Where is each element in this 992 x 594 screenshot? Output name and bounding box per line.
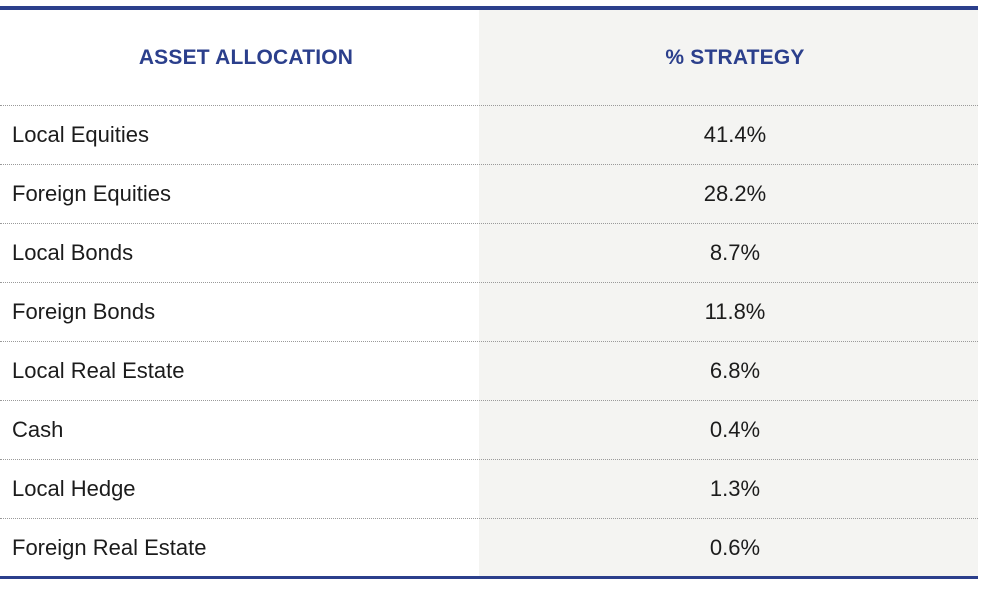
strategy-cell: 41.4%	[703, 122, 767, 147]
asset-cell: Local Equities	[12, 122, 149, 147]
asset-allocation-header: ASSET ALLOCATION	[138, 45, 354, 69]
asset-cell: Local Hedge	[12, 476, 136, 501]
strategy-cell: 0.4%	[709, 417, 761, 442]
strategy-cell: 8.7%	[709, 240, 761, 265]
table-top-rule	[0, 6, 978, 10]
table-row: Local Bonds 8.7%	[0, 223, 978, 282]
asset-cell: Foreign Equities	[12, 181, 171, 206]
table-row: Foreign Bonds 11.8%	[0, 282, 978, 341]
strategy-cell: 28.2%	[703, 181, 767, 206]
table-row: Local Hedge 1.3%	[0, 459, 978, 518]
strategy-column-background	[479, 10, 978, 576]
asset-cell: Local Real Estate	[12, 358, 185, 383]
asset-cell: Foreign Bonds	[12, 299, 156, 324]
table-bottom-rule	[0, 576, 978, 579]
strategy-cell: 0.6%	[709, 535, 761, 560]
asset-cell: Local Bonds	[12, 240, 134, 265]
table-body: Local Equities 41.4% Foreign Equities 28…	[0, 105, 978, 577]
table-row: Foreign Equities 28.2%	[0, 164, 978, 223]
table-header-row: ASSET ALLOCATION % STRATEGY	[0, 10, 978, 105]
table-row: Foreign Real Estate 0.6%	[0, 518, 978, 577]
table-row: Local Real Estate 6.8%	[0, 341, 978, 400]
strategy-cell: 6.8%	[709, 358, 761, 383]
asset-cell: Cash	[12, 417, 64, 442]
table-row: Cash 0.4%	[0, 400, 978, 459]
strategy-cell: 1.3%	[709, 476, 761, 501]
table-row: Local Equities 41.4%	[0, 105, 978, 164]
asset-cell: Foreign Real Estate	[12, 535, 207, 560]
strategy-cell: 11.8%	[704, 299, 766, 324]
strategy-header: % STRATEGY	[665, 45, 805, 69]
